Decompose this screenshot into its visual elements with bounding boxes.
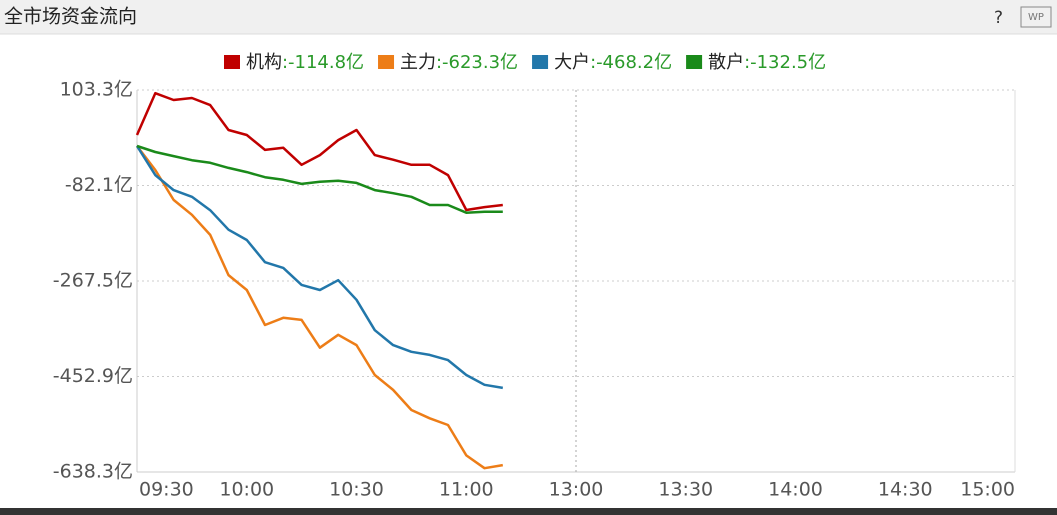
legend-value: -623.3亿 bbox=[442, 52, 518, 73]
bottom-bar bbox=[0, 508, 1057, 515]
legend-label: 大户 bbox=[554, 52, 590, 73]
series-line bbox=[136, 145, 504, 470]
y-tick-label: 103.3亿 bbox=[60, 79, 133, 101]
y-tick-label: -452.9亿 bbox=[53, 365, 133, 387]
x-tick-label: 09:30 bbox=[139, 479, 194, 501]
legend-value: -132.5亿 bbox=[750, 52, 826, 73]
legend-value: -114.8亿 bbox=[288, 52, 364, 73]
y-tick-label: -82.1亿 bbox=[65, 174, 133, 196]
legend-swatch bbox=[224, 55, 240, 69]
badge-box[interactable] bbox=[1020, 6, 1052, 28]
legend-separator: : bbox=[590, 52, 596, 73]
series-line bbox=[136, 144, 503, 214]
x-tick-label: 15:00 bbox=[960, 479, 1015, 501]
badge[interactable]: WP bbox=[1028, 12, 1044, 23]
legend-label: 散户 bbox=[708, 52, 744, 73]
y-tick-label: -638.3亿 bbox=[53, 461, 133, 483]
legend-separator: : bbox=[282, 52, 288, 73]
x-tick-label: 13:30 bbox=[658, 479, 713, 501]
legend-label: 主力 bbox=[400, 52, 436, 73]
legend-swatch bbox=[378, 55, 395, 69]
title-bar bbox=[0, 0, 1057, 34]
help-icon[interactable]: ? bbox=[994, 8, 1003, 28]
legend-label: 机构 bbox=[246, 52, 282, 73]
x-tick-label: 10:30 bbox=[329, 479, 384, 501]
legend-swatch bbox=[686, 55, 703, 69]
x-tick-label: 13:00 bbox=[549, 479, 604, 501]
chart-title: 全市场资金流向 bbox=[4, 6, 137, 28]
legend-value: -468.2亿 bbox=[596, 52, 672, 73]
x-tick-label: 10:00 bbox=[219, 479, 274, 501]
series-line bbox=[135, 91, 503, 212]
legend-separator: : bbox=[436, 52, 442, 73]
legend: 机构: -114.8亿 主力: -623.3亿 大户: -468.2亿 散户: -132.5亿 bbox=[224, 52, 826, 73]
legend-separator: : bbox=[744, 52, 750, 73]
x-tick-label: 14:00 bbox=[768, 479, 823, 501]
legend-swatch bbox=[532, 55, 549, 69]
series-line bbox=[135, 145, 504, 390]
x-tick-label: 11:00 bbox=[439, 479, 494, 501]
y-tick-label: -267.5亿 bbox=[53, 270, 133, 292]
x-tick-label: 14:30 bbox=[878, 479, 933, 501]
